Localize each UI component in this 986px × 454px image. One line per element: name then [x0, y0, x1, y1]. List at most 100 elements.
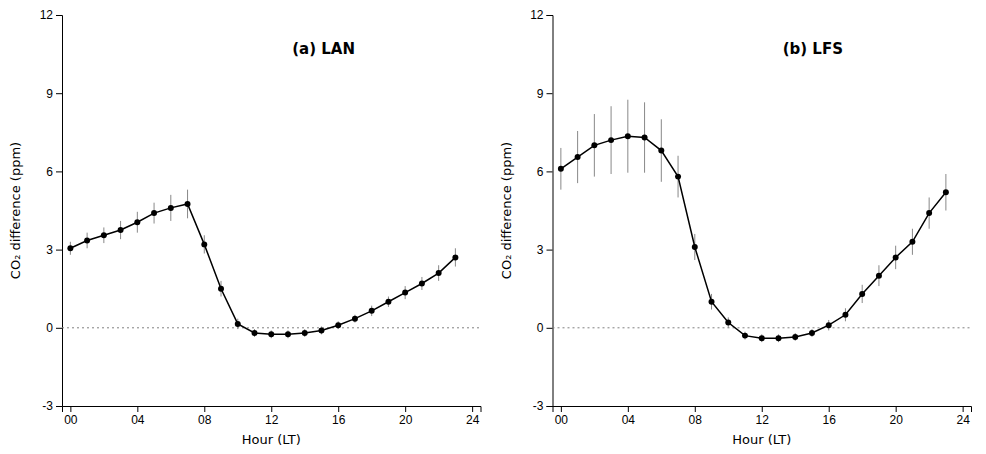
marker [285, 331, 291, 337]
marker [352, 316, 358, 322]
tick: 24 [466, 406, 480, 427]
tick: 16 [332, 406, 346, 427]
line [561, 136, 946, 338]
tick-label: 20 [399, 413, 413, 427]
tick-mark [56, 406, 62, 407]
marker [926, 210, 932, 216]
tick-mark [56, 93, 62, 94]
marker [385, 299, 391, 305]
marker [268, 331, 274, 337]
tick-label: 04 [131, 413, 145, 427]
error-bars [561, 100, 946, 342]
tick: 00 [555, 406, 569, 427]
y-axis: -3 0 3 6 9 12 [530, 8, 553, 413]
tick-mark [56, 15, 62, 16]
tick: 3 [46, 243, 62, 257]
tick: 3 [537, 243, 553, 257]
tick: 20 [399, 406, 413, 427]
tick-label: 24 [466, 413, 480, 427]
tick-label: 16 [332, 413, 346, 427]
tick-mark [762, 406, 763, 412]
tick: 12 [40, 8, 62, 22]
tick: 9 [537, 87, 553, 101]
marker [642, 135, 648, 141]
tick: 04 [131, 406, 145, 427]
tick-label: 12 [756, 413, 770, 427]
tick-label: -3 [42, 399, 53, 413]
tick-mark [963, 406, 964, 412]
tick-label: 00 [64, 413, 78, 427]
marker [826, 322, 832, 328]
tick-mark [204, 406, 205, 412]
plot-area [553, 100, 972, 342]
tick-mark [547, 93, 553, 94]
marker [252, 330, 258, 336]
tick-label: 3 [46, 243, 53, 257]
tick: 24 [956, 406, 970, 427]
tick: 08 [198, 406, 212, 427]
tick-label: 08 [689, 413, 703, 427]
marker [876, 273, 882, 279]
annotation: (b) LFS [783, 40, 843, 58]
marker [558, 166, 564, 172]
tick: 08 [689, 406, 703, 427]
marker [369, 308, 375, 314]
marker [134, 219, 140, 225]
marker [151, 210, 157, 216]
tick-mark [547, 15, 553, 16]
tick-label: 12 [530, 8, 544, 22]
tick-label: 0 [537, 321, 544, 335]
marker [675, 174, 681, 180]
tick: 00 [64, 406, 78, 427]
axis-line [56, 16, 63, 407]
tick: -3 [42, 399, 62, 413]
marker [792, 334, 798, 340]
tick-mark [547, 328, 553, 329]
marker [591, 142, 597, 148]
tick-label: 16 [823, 413, 837, 427]
y-axis: -3036912 [40, 8, 63, 413]
axis-line [553, 407, 972, 413]
markers [67, 201, 458, 337]
marker [302, 330, 308, 336]
tick: 16 [823, 406, 837, 427]
tick: 6 [537, 165, 553, 179]
tick-label: 08 [198, 413, 212, 427]
marker [759, 335, 765, 341]
plot-area [62, 190, 481, 339]
tick: -3 [533, 399, 553, 413]
tick: 12 [530, 8, 552, 22]
marker [419, 281, 425, 287]
tick: 12 [756, 406, 770, 427]
tick-mark [271, 406, 272, 412]
tick-label: 3 [537, 243, 544, 257]
tick-mark [472, 406, 473, 412]
tick-mark [137, 406, 138, 412]
tick-label: 04 [622, 413, 636, 427]
panel: 00040812162024-3036912(b) LFSHour (LT)CO… [499, 8, 972, 447]
tick: 12 [265, 406, 279, 427]
marker [84, 237, 90, 243]
x-axis: 00 04 08 12 16 20 24 [63, 406, 482, 427]
tick-mark [628, 406, 629, 412]
tick-mark [547, 406, 553, 407]
tick-label: 6 [46, 165, 53, 179]
tick-label: 9 [537, 87, 544, 101]
axis-line [63, 407, 482, 413]
marker [725, 320, 731, 326]
tick-label: 12 [265, 413, 279, 427]
marker [658, 148, 664, 154]
tick-mark [561, 406, 562, 412]
marker [201, 241, 207, 247]
marker [575, 154, 581, 160]
chart: 00040812162024-3036912(a) LANHour (LT)CO… [0, 0, 986, 454]
marker [608, 137, 614, 143]
marker [776, 335, 782, 341]
tick-mark [338, 406, 339, 412]
tick-mark [829, 406, 830, 412]
tick: 6 [46, 165, 62, 179]
annotation: (a) LAN [292, 40, 355, 58]
marker [909, 239, 915, 245]
tick-label: 12 [40, 8, 54, 22]
x-axis-title: Hour (LT) [242, 432, 301, 447]
